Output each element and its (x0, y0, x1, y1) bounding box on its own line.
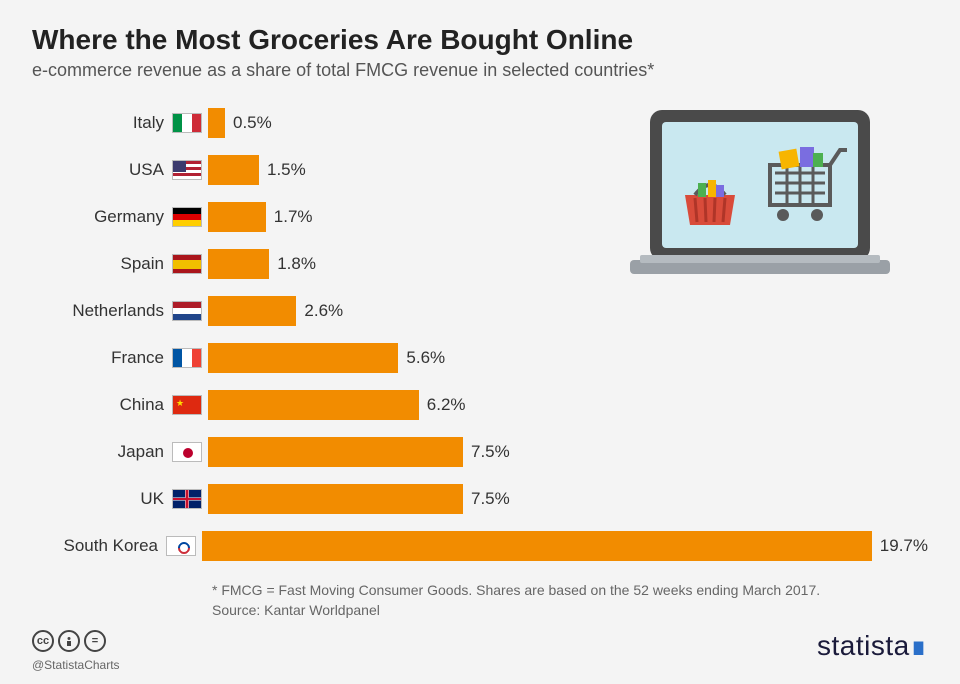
flag-icon (172, 348, 202, 368)
bar-row: UK 7.5% (32, 481, 928, 517)
country-label: South Korea (32, 536, 166, 556)
flag-icon (172, 113, 202, 133)
bar-container: 2.6% (208, 296, 928, 326)
bar-container: 7.5% (208, 437, 928, 467)
statista-logo: statista∎ (817, 629, 928, 662)
flag-icon (172, 442, 202, 462)
country-label: USA (32, 160, 172, 180)
logo-accent-icon: ∎ (910, 630, 928, 661)
bar (208, 343, 398, 373)
bar-row: Japan 7.5% (32, 434, 928, 470)
cc-icon: cc (32, 630, 54, 652)
bar-value: 7.5% (471, 489, 510, 509)
by-icon (58, 630, 80, 652)
bar-value: 0.5% (233, 113, 272, 133)
infographic-container: Where the Most Groceries Are Bought Onli… (0, 0, 960, 684)
chart-subtitle: e-commerce revenue as a share of total F… (32, 60, 928, 81)
bar-value: 7.5% (471, 442, 510, 462)
country-label: Italy (32, 113, 172, 133)
bar-row: South Korea 19.7% (32, 528, 928, 564)
bar-value: 19.7% (880, 536, 928, 556)
flag-icon (172, 395, 202, 415)
bar (208, 484, 463, 514)
source-label: Source: (212, 602, 260, 618)
bar (208, 108, 225, 138)
flag-icon (172, 489, 202, 509)
bar-row: China 6.2% (32, 387, 928, 423)
chart-title: Where the Most Groceries Are Bought Onli… (32, 24, 928, 56)
flag-icon (172, 207, 202, 227)
country-label: China (32, 395, 172, 415)
bar (208, 249, 269, 279)
bar (208, 202, 266, 232)
country-label: Netherlands (32, 301, 172, 321)
bar-container: 6.2% (208, 390, 928, 420)
country-label: Spain (32, 254, 172, 274)
country-label: Germany (32, 207, 172, 227)
footnote: * FMCG = Fast Moving Consumer Goods. Sha… (212, 582, 928, 598)
bar-container: 5.6% (208, 343, 928, 373)
bar-value: 6.2% (427, 395, 466, 415)
bar (208, 296, 296, 326)
bar-container: 19.7% (202, 531, 928, 561)
bar-value: 1.5% (267, 160, 306, 180)
bar-value: 5.6% (406, 348, 445, 368)
country-label: Japan (32, 442, 172, 462)
bar-container: 7.5% (208, 484, 928, 514)
source-value: Kantar Worldpanel (264, 602, 380, 618)
bar (202, 531, 872, 561)
source-line: Source: Kantar Worldpanel (212, 602, 928, 618)
laptop-shopping-icon (620, 100, 900, 300)
flag-icon (172, 160, 202, 180)
bar-value: 2.6% (304, 301, 343, 321)
flag-icon (166, 536, 196, 556)
flag-icon (172, 301, 202, 321)
bar-value: 1.8% (277, 254, 316, 274)
country-label: France (32, 348, 172, 368)
country-label: UK (32, 489, 172, 509)
bar-value: 1.7% (274, 207, 313, 227)
bar (208, 155, 259, 185)
bar (208, 390, 419, 420)
flag-icon (172, 254, 202, 274)
cc-license-icons: cc = (32, 630, 106, 652)
bar (208, 437, 463, 467)
nd-icon: = (84, 630, 106, 652)
twitter-handle: @StatistaCharts (32, 658, 120, 672)
bar-row: France 5.6% (32, 340, 928, 376)
